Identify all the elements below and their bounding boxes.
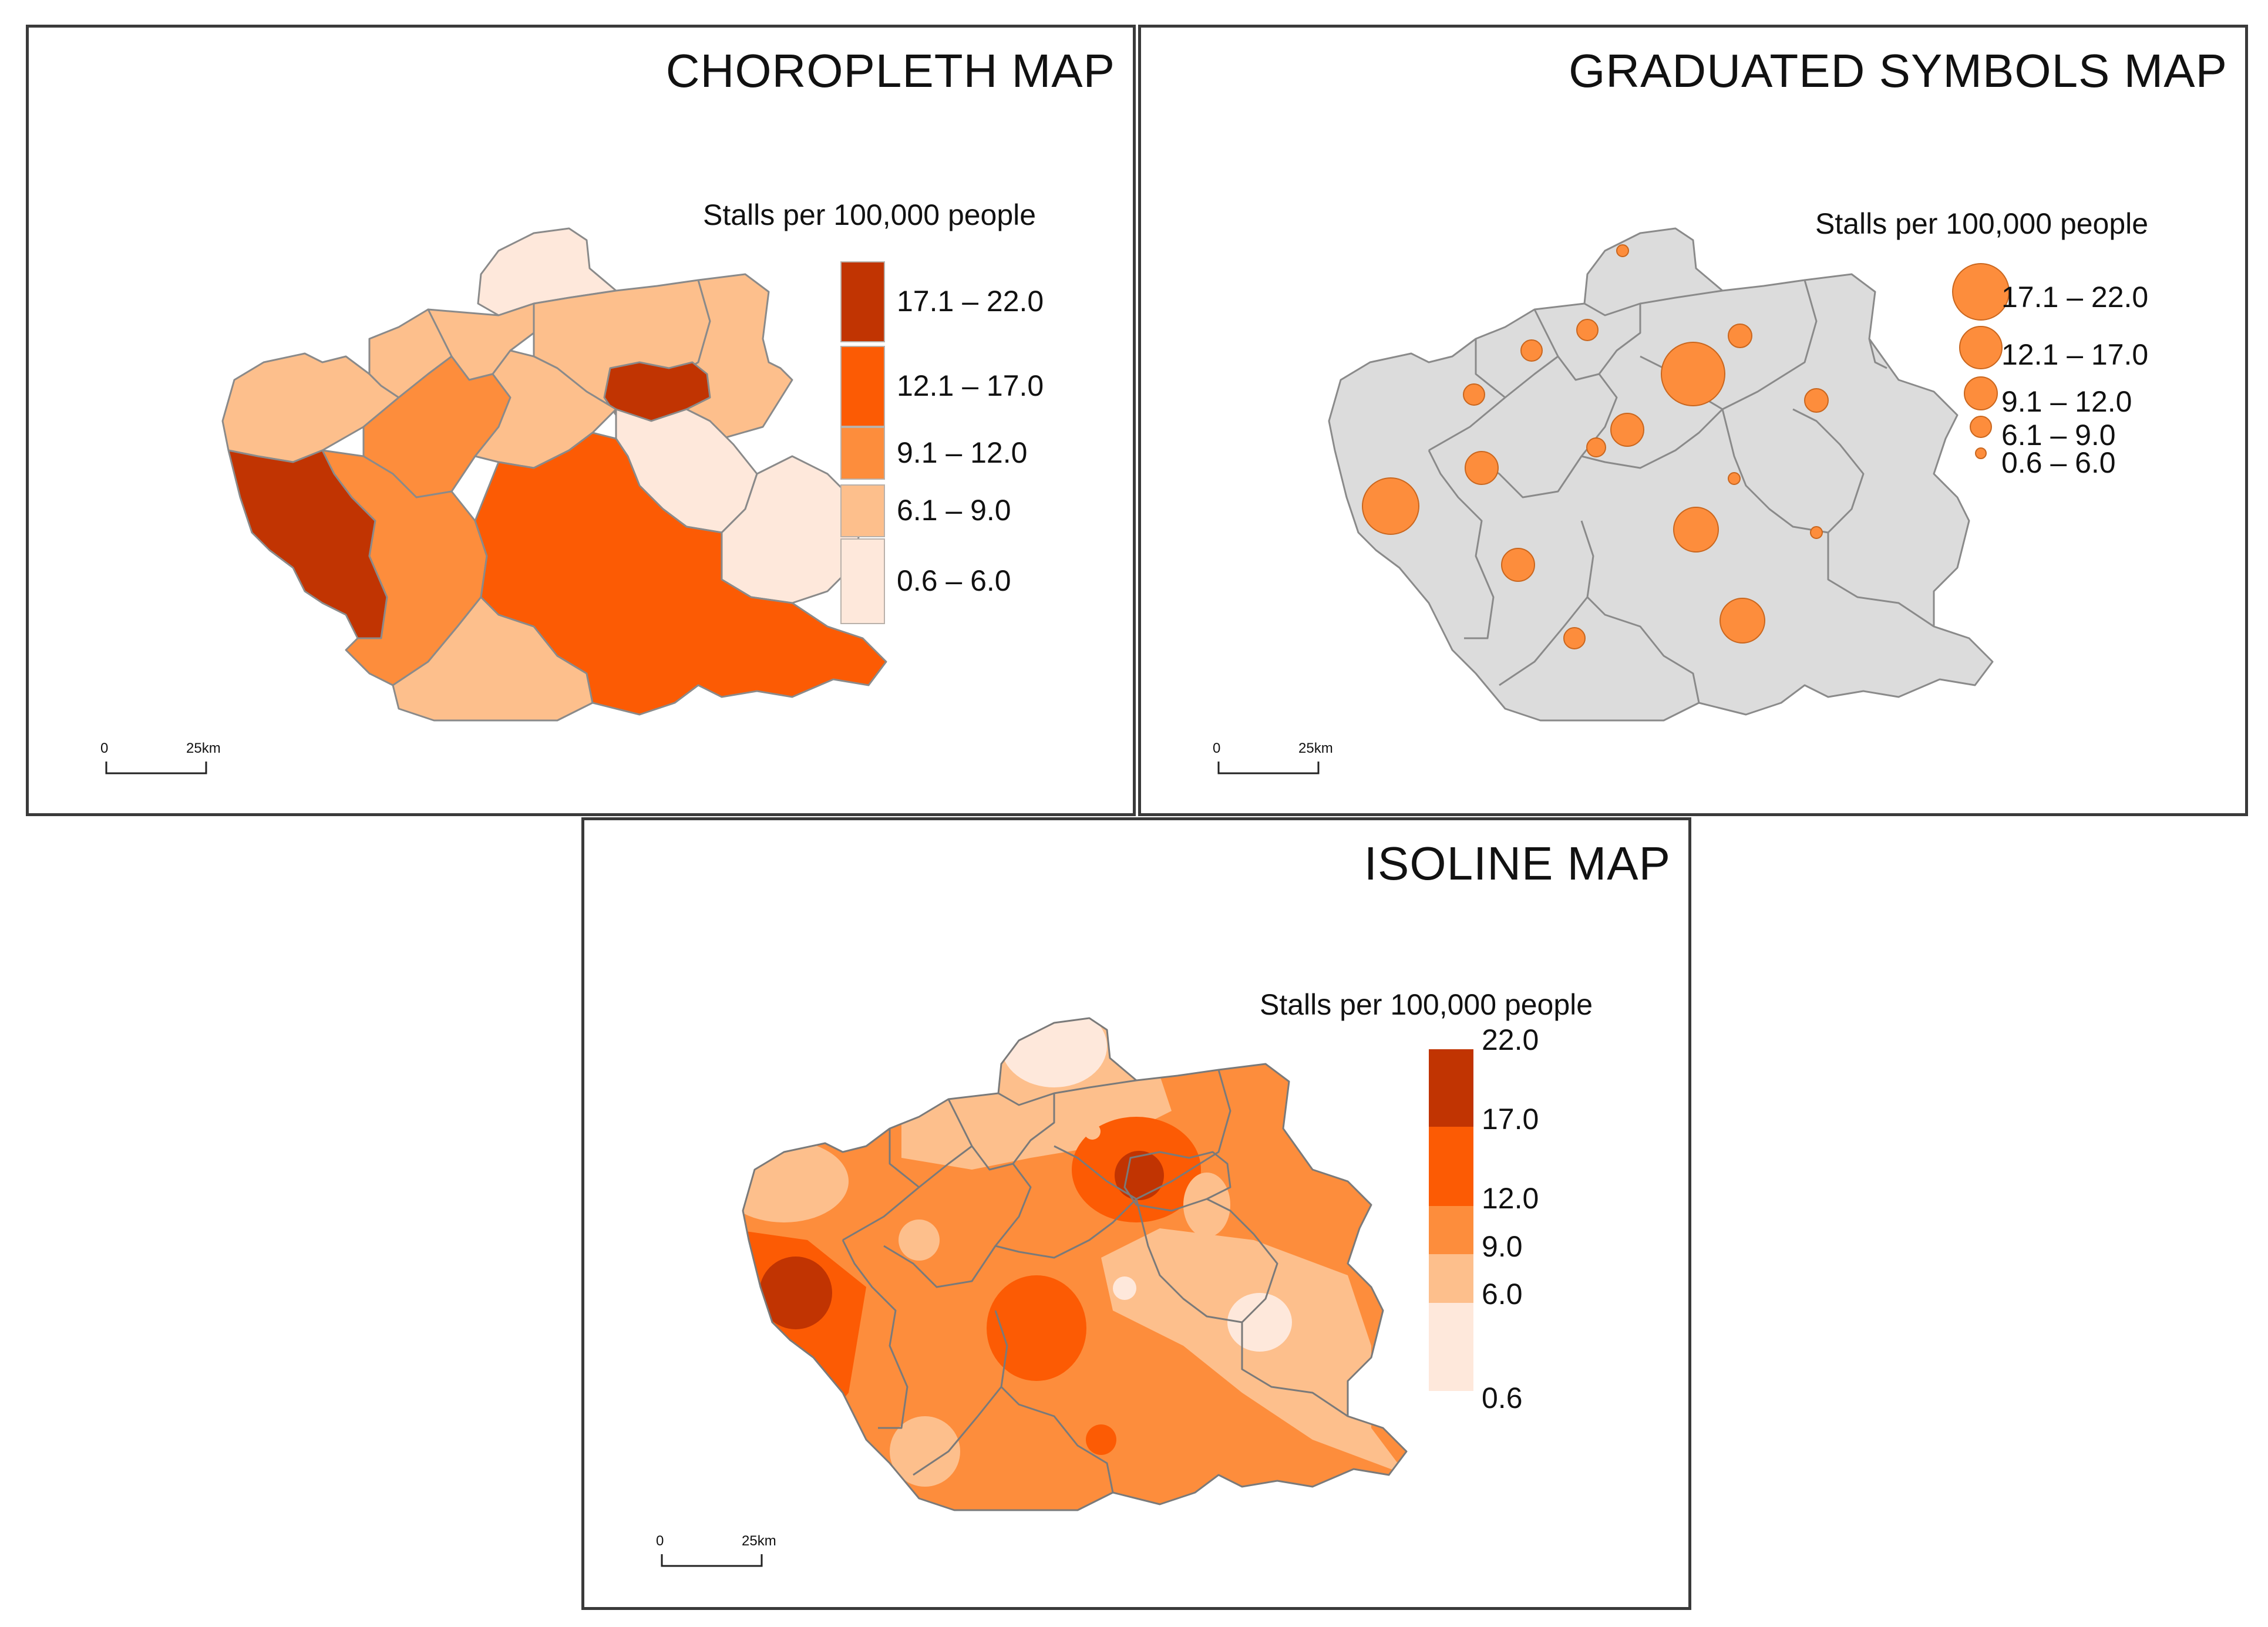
graduated-symbol [1610,413,1644,447]
choropleth-legend-swatch [840,427,885,480]
isoline-title: ISOLINE MAP [1364,837,1671,890]
graduated-symbol [1520,339,1543,362]
region-outline [1328,227,1994,722]
iso-zone-east-core [1227,1293,1292,1352]
graduated-legend-symbol [1952,263,2010,321]
choropleth-map [221,227,887,722]
scale-distance-label: 25km [742,1533,776,1549]
choropleth-legend-label: 12.1 – 17.0 [897,369,1044,402]
isoline-legend-break: 12.0 [1482,1182,1539,1215]
choropleth-legend-label: 9.1 – 12.0 [897,436,1028,469]
graduated-legend-label: 17.1 – 22.0 [2001,281,2149,314]
scale-distance-label: 25km [186,740,221,756]
choropleth-title: CHOROPLETH MAP [665,45,1115,97]
district-centre-west [362,355,512,498]
graduated-symbol [1586,437,1606,457]
scale-zero-label: 0 [1213,740,1221,756]
iso-zone-ne-east [1183,1173,1230,1237]
graduated-legend-title: Stalls per 100,000 people [1815,207,2149,240]
graduated-symbol [1501,548,1535,582]
isoline-legend-title: Stalls per 100,000 people [1260,988,1593,1021]
iso-zone-north-core [1001,1018,1107,1087]
graduated-title: GRADUATED SYMBOLS MAP [1569,45,2227,97]
district-south-west [321,449,488,686]
graduated-symbol [1463,383,1485,406]
isoline-legend-band [1429,1206,1473,1254]
choropleth-legend-swatch [840,346,885,427]
choropleth-legend-swatch [840,261,885,342]
graduated-symbol [1465,451,1499,485]
scale-distance-label: 25km [1298,740,1333,756]
graduated-legend-label: 9.1 – 12.0 [2001,385,2132,418]
graduated-legend-label: 0.6 – 6.0 [2001,446,2116,479]
graduated-symbol [1804,388,1829,413]
isoline-legend-break: 17.0 [1482,1103,1539,1136]
scale-zero-label: 0 [100,740,109,756]
iso-zone-east-spot [1113,1276,1136,1300]
choropleth-legend-swatch [840,538,885,624]
graduated-legend-symbol [1959,326,2003,369]
iso-zone-west-core [759,1257,832,1329]
graduated-symbol [1673,507,1719,553]
graduated-map [1328,227,1994,722]
choropleth-legend-label: 17.1 – 22.0 [897,285,1044,318]
isoline-legend-band [1429,1049,1473,1127]
isoline-legend-break: 0.6 [1482,1382,1523,1414]
graduated-legend-symbol [1964,376,1998,410]
isoline-map [742,1017,1408,1511]
graduated-symbol [1728,472,1741,485]
graduated-legend-symbol [1970,416,1992,438]
choropleth-legend-title: Stalls per 100,000 people [703,198,1037,231]
choropleth-panel: CHOROPLETH MAP [26,25,1136,816]
graduated-symbol [1616,244,1629,257]
iso-zone-south-light [890,1416,960,1487]
iso-zone-ne-core [1115,1151,1164,1200]
graduated-legend-symbols [1952,263,2010,459]
graduated-symbol [1810,526,1823,539]
iso-zone-east [1101,1228,1406,1475]
graduated-legend-label: 6.1 – 9.0 [2001,419,2116,452]
iso-zone-ne-spot [1084,1123,1101,1140]
graduated-legend-symbol [1975,447,1987,459]
district-south-east [474,432,887,716]
graduated-symbols-panel: GRADUATED SYMBOLS MAP Stalls per 100,000… [1138,25,2248,816]
isoline-legend-break: 22.0 [1482,1023,1539,1056]
graduated-symbols-layer [1362,244,1829,649]
graduated-symbol [1563,627,1586,649]
isoline-legend-band [1429,1127,1473,1206]
graduated-legend-label: 12.1 – 17.0 [2001,338,2149,371]
choropleth-legend-label: 6.1 – 9.0 [897,494,1011,527]
isoline-panel: ISOLINE MAP [581,817,1691,1610]
iso-zone-central-spot [899,1220,940,1261]
graduated-symbol [1728,324,1752,348]
graduated-symbol [1719,598,1765,644]
graduated-symbol [1661,342,1725,406]
graduated-symbol [1576,319,1599,341]
iso-zone-central [987,1275,1086,1381]
scale-zero-label: 0 [656,1533,664,1549]
graduated-symbol [1362,477,1419,535]
iso-zone-south-dark [1086,1424,1116,1455]
isoline-legend-break: 9.0 [1482,1230,1523,1263]
isoline-legend-band [1429,1303,1473,1391]
isoline-legend-band [1429,1254,1473,1303]
choropleth-legend-swatch [840,484,885,537]
choropleth-legend-label: 0.6 – 6.0 [897,564,1011,597]
isoline-legend-break: 6.0 [1482,1278,1523,1311]
